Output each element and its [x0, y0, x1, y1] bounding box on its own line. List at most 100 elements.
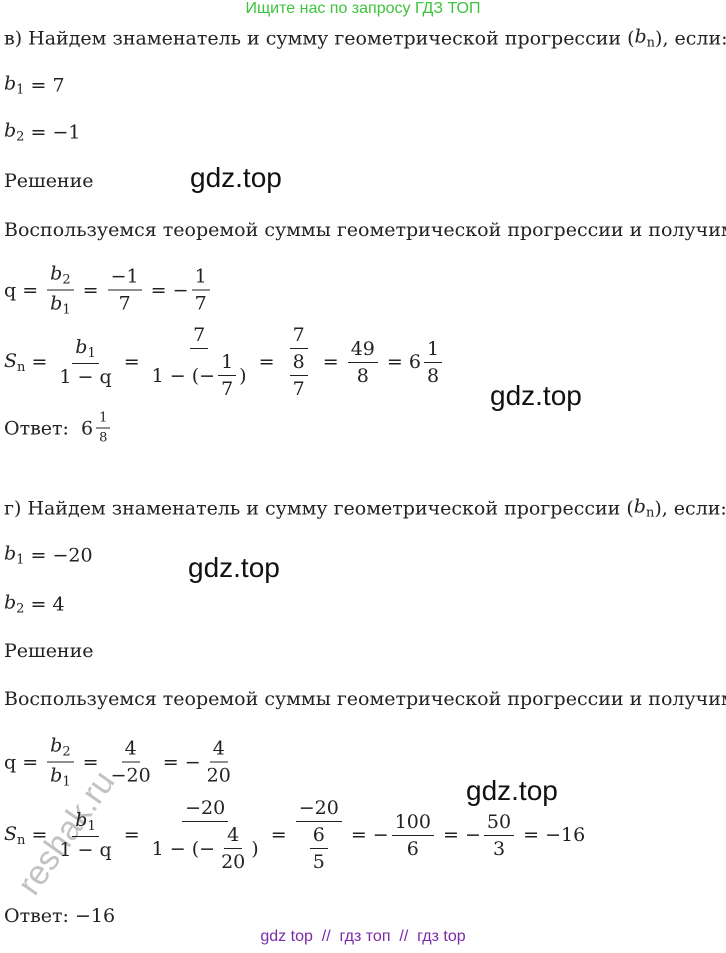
line: Sn = b1 1 − q = −20 1 − (− 4 20) = −20 6 5 = −… [4, 797, 585, 873]
variable: b [4, 119, 17, 142]
line: г) Найдем знаменатель и сумму геометриче… [4, 496, 726, 521]
fraction: −20 6 5 [295, 797, 342, 873]
denominator: 1 − q [56, 837, 114, 861]
denominator: 20 [218, 849, 248, 873]
numerator: 50 [483, 810, 515, 836]
text: 50 [486, 810, 512, 833]
variable: b [633, 495, 646, 518]
text: = [264, 824, 293, 846]
footer: gdz top // гдз топ // гдз top [260, 928, 466, 945]
numerator: 100 [391, 811, 434, 836]
numerator: b1 [72, 809, 99, 837]
text: 6 [312, 824, 325, 846]
subscripted: b1 [4, 73, 24, 98]
denominator: 1 − q [56, 364, 114, 388]
fraction: 50 3 [483, 810, 515, 860]
text: 7 [221, 378, 234, 400]
denominator: 1 − (− 1 7) [149, 349, 250, 400]
subscripted: b2 [4, 592, 24, 617]
denominator: b1 [47, 763, 73, 790]
numerator: b2 [47, 263, 74, 291]
fraction: 100 6 [391, 811, 434, 860]
text: = 6 [380, 351, 421, 373]
text: 4 [227, 824, 240, 846]
numerator: 4 [209, 738, 228, 763]
subscripted: b1 [4, 543, 24, 568]
text: 7 [193, 324, 206, 346]
denominator: b1 [47, 291, 73, 318]
line: b1 = 7 [4, 73, 65, 98]
denominator: −20 [108, 763, 154, 787]
line: b2 = −1 [4, 120, 80, 145]
text: = [117, 824, 146, 846]
variable: S [4, 822, 18, 845]
line: Решение [4, 640, 94, 662]
text: Воспользуемся теоремой суммы геометричес… [4, 688, 726, 710]
denominator: 1 − (− 4 20) [149, 822, 262, 873]
subscript: 1 [62, 774, 71, 790]
variable: b [50, 734, 63, 757]
text: = − [436, 824, 481, 846]
fraction: b1 1 − q [56, 336, 114, 388]
numerator: 1 [96, 410, 111, 429]
text: 8 [292, 351, 305, 373]
variable: b [4, 591, 17, 614]
text: = − [156, 751, 201, 773]
line: Решение [4, 170, 94, 192]
numerator: −20 [295, 797, 342, 822]
numerator: 6 [309, 824, 328, 849]
text: −1 [110, 265, 139, 288]
variable: b [50, 292, 63, 315]
numerator: 4 [121, 738, 140, 763]
subscripted: b2 [50, 735, 70, 760]
text: 8 [356, 364, 369, 387]
variable: b [75, 809, 88, 831]
header: Ищите нас по запросу ГДЗ ТОП [245, 0, 481, 17]
denominator: 3 [490, 836, 508, 860]
subscripted: b2 [50, 263, 70, 288]
variable: b [4, 542, 17, 565]
line: q = b2 b1 = 4 −20 = −4 20 [4, 735, 237, 790]
fraction: −1 7 [107, 265, 142, 315]
fraction: b2 b1 [47, 263, 74, 318]
denominator: 5 [310, 849, 328, 873]
text: г) Найдем знаменатель и сумму геометриче… [4, 497, 634, 519]
text: = −16 [517, 824, 586, 846]
subscript: 1 [62, 302, 71, 318]
subscript: 2 [62, 272, 71, 288]
text: = [117, 351, 146, 373]
line: Воспользуемся теоремой суммы геометричес… [4, 219, 726, 241]
numerator: 1 [423, 337, 443, 363]
text: 1 [426, 337, 440, 360]
variable: S [4, 349, 18, 372]
text: = [25, 351, 54, 373]
subscripted: b1 [75, 336, 95, 361]
subscripted: b1 [75, 809, 95, 834]
variable: b [50, 764, 63, 787]
text: в) Найдем знаменатель и сумму геометриче… [4, 27, 635, 49]
numerator: 49 [347, 337, 378, 363]
subscripted: bn [635, 26, 656, 51]
numerator: b1 [72, 336, 99, 364]
denominator: 7 [218, 376, 236, 400]
text: = − [144, 279, 189, 301]
subscripted: Sn [4, 823, 25, 848]
text: 3 [492, 837, 506, 860]
denominator: 20 [204, 763, 234, 787]
watermark: gdz.top [466, 775, 558, 806]
text: = [25, 824, 54, 846]
text: Решение [4, 170, 94, 192]
subscripted: b1 [50, 765, 70, 790]
text: −20 [298, 797, 339, 819]
subscript: 2 [62, 744, 71, 760]
text: 1 [99, 410, 108, 426]
text: 49 [350, 337, 375, 360]
line: Ответ: −16 [4, 905, 115, 927]
fraction: 4 20 [218, 824, 248, 873]
text: ), если: [654, 497, 726, 519]
